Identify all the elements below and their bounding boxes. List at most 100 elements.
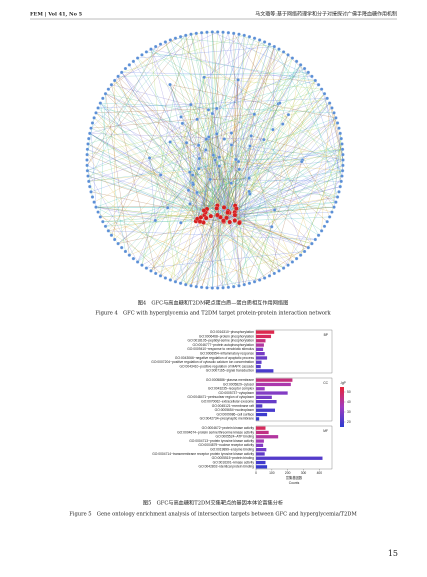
edge (90, 35, 186, 129)
edge (234, 159, 303, 213)
edge (90, 135, 252, 192)
edge (95, 112, 193, 176)
edge (192, 174, 236, 216)
edge (150, 166, 220, 271)
hub-node (237, 220, 242, 226)
bar (256, 404, 263, 408)
edge (249, 57, 293, 195)
hub-node (232, 218, 238, 223)
edge (321, 89, 344, 155)
node (85, 147, 90, 151)
bar (256, 439, 264, 443)
node (106, 87, 111, 91)
edge (90, 128, 97, 208)
bar (256, 400, 277, 404)
node (90, 121, 95, 125)
node (184, 33, 188, 38)
edge (185, 170, 343, 285)
node (322, 91, 327, 96)
node (123, 249, 128, 254)
edge (204, 77, 316, 81)
node (165, 206, 170, 210)
edge (180, 116, 312, 244)
bar (256, 430, 269, 435)
edge (272, 129, 313, 244)
edge (239, 114, 255, 223)
category-label: GO:0007165~signal transduction (206, 369, 254, 373)
node (204, 148, 208, 152)
bar (256, 465, 268, 469)
node (92, 200, 96, 204)
node (144, 266, 149, 270)
edge (190, 34, 275, 274)
edge (175, 38, 275, 47)
node (226, 285, 231, 289)
caption-en: Figure 4 GFC with hyperglycemia and T2DM… (95, 311, 331, 317)
edge (227, 169, 240, 213)
node (335, 195, 340, 199)
edge (301, 161, 335, 208)
network-figure (85, 30, 345, 290)
edge (193, 35, 245, 185)
bar (256, 452, 265, 456)
edge (111, 84, 156, 274)
edge (180, 64, 301, 284)
hub-node (232, 212, 238, 218)
node (247, 35, 252, 39)
edge (155, 207, 168, 221)
node (340, 169, 345, 173)
edge (238, 61, 297, 286)
edge (114, 145, 199, 240)
edge (254, 80, 316, 282)
edge (129, 212, 235, 256)
node (96, 106, 100, 110)
edge (90, 191, 168, 208)
node (262, 137, 266, 142)
node (109, 83, 114, 87)
node (103, 224, 108, 229)
edge (87, 35, 186, 150)
edge (226, 93, 325, 218)
node (92, 116, 96, 120)
node (210, 286, 215, 290)
edge (210, 179, 342, 182)
edge (239, 222, 250, 284)
category-label: GO:0004674~protein serine/threonine kina… (177, 430, 254, 434)
edge (233, 33, 279, 104)
edge (150, 49, 343, 171)
node (237, 32, 241, 36)
node (310, 74, 314, 79)
edge (234, 220, 265, 279)
node (229, 143, 234, 147)
node (247, 176, 251, 180)
category-label: GO:0005829~cytosol (223, 382, 254, 386)
edge (185, 102, 330, 285)
edge (170, 141, 230, 213)
edge (141, 35, 186, 266)
group-label: MF (323, 429, 328, 433)
edge (213, 155, 322, 231)
category-label: GO:0046777~protein autophosphorylation (193, 343, 255, 347)
edge (223, 201, 336, 221)
node (247, 189, 251, 194)
category-label: GO:0005886~plasma membrane (206, 378, 254, 382)
node (281, 266, 286, 270)
node (112, 237, 117, 242)
edge (214, 160, 230, 213)
panel (255, 377, 333, 422)
panel (255, 329, 333, 374)
edge (321, 103, 330, 231)
edge (87, 175, 221, 218)
edge (121, 35, 245, 73)
node (149, 47, 153, 51)
edge (108, 230, 192, 286)
edge (341, 159, 344, 177)
node (338, 184, 342, 189)
edge (114, 80, 224, 221)
category-label: GO:0043066~negative regulation of apopto… (175, 356, 254, 360)
node (294, 256, 299, 261)
node (262, 40, 267, 44)
edge (87, 89, 322, 171)
edge (197, 218, 289, 266)
node (98, 101, 103, 105)
